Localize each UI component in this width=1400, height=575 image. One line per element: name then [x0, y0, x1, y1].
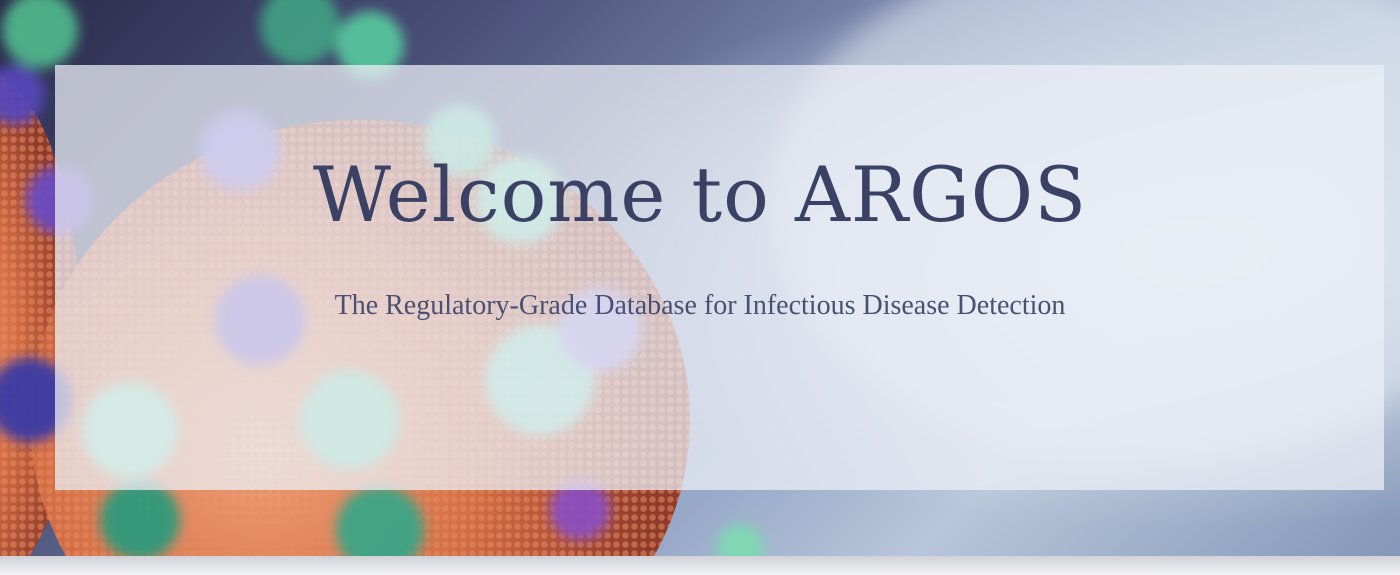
welcome-overlay-panel: [55, 65, 1384, 490]
hero-subtitle: The Regulatory-Grade Database for Infect…: [334, 290, 1066, 321]
page-bottom-band: [0, 556, 1400, 575]
hero-banner: Welcome to ARGOS The Regulatory-Grade Da…: [0, 0, 1400, 556]
hero-title: Welcome to ARGOS: [312, 150, 1088, 239]
